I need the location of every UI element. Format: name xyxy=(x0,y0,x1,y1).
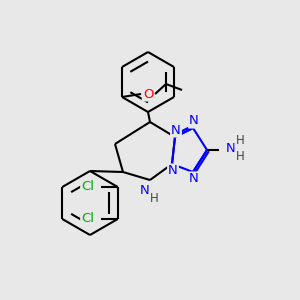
Text: N: N xyxy=(226,142,236,154)
Text: N: N xyxy=(189,115,199,128)
Text: O: O xyxy=(143,88,153,100)
Text: Cl: Cl xyxy=(81,181,94,194)
Text: N: N xyxy=(140,184,150,197)
Text: H: H xyxy=(236,149,244,163)
Text: Cl: Cl xyxy=(81,212,94,226)
Text: N: N xyxy=(168,164,178,178)
Text: N: N xyxy=(171,124,181,136)
Text: H: H xyxy=(236,134,244,148)
Text: H: H xyxy=(150,191,158,205)
Text: N: N xyxy=(189,172,199,185)
